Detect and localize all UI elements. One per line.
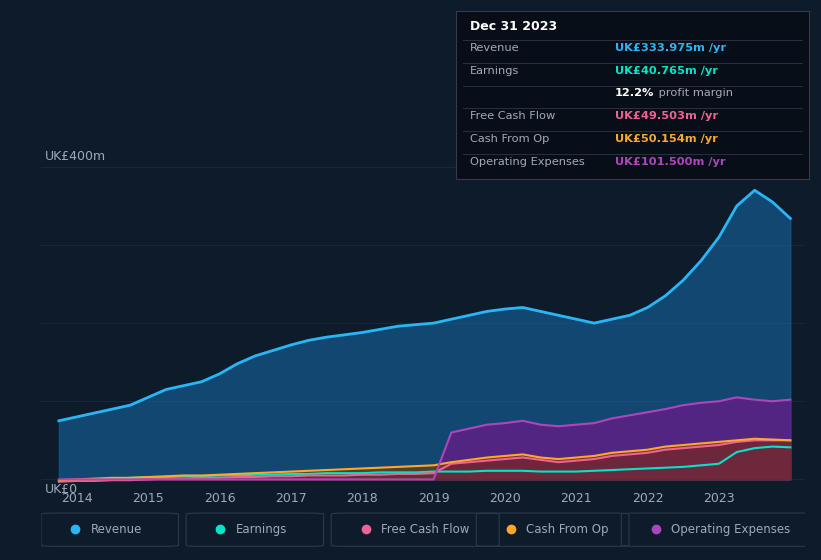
- Text: UK£40.765m /yr: UK£40.765m /yr: [615, 66, 718, 76]
- Text: profit margin: profit margin: [655, 88, 733, 99]
- Text: Earnings: Earnings: [470, 66, 519, 76]
- Text: Revenue: Revenue: [90, 522, 142, 536]
- Text: Cash From Op: Cash From Op: [526, 522, 608, 536]
- Text: Dec 31 2023: Dec 31 2023: [470, 20, 557, 32]
- Text: 12.2%: 12.2%: [615, 88, 654, 99]
- Text: Free Cash Flow: Free Cash Flow: [381, 522, 469, 536]
- Text: Operating Expenses: Operating Expenses: [671, 522, 790, 536]
- Text: UK£0: UK£0: [44, 483, 78, 496]
- Text: UK£49.503m /yr: UK£49.503m /yr: [615, 111, 718, 121]
- Text: Revenue: Revenue: [470, 43, 520, 53]
- Text: Operating Expenses: Operating Expenses: [470, 157, 585, 166]
- Text: UK£101.500m /yr: UK£101.500m /yr: [615, 157, 725, 166]
- Text: Cash From Op: Cash From Op: [470, 134, 549, 144]
- Text: UK£400m: UK£400m: [44, 150, 106, 163]
- Text: Free Cash Flow: Free Cash Flow: [470, 111, 555, 121]
- Text: Earnings: Earnings: [236, 522, 287, 536]
- Text: UK£333.975m /yr: UK£333.975m /yr: [615, 43, 726, 53]
- Text: UK£50.154m /yr: UK£50.154m /yr: [615, 134, 718, 144]
